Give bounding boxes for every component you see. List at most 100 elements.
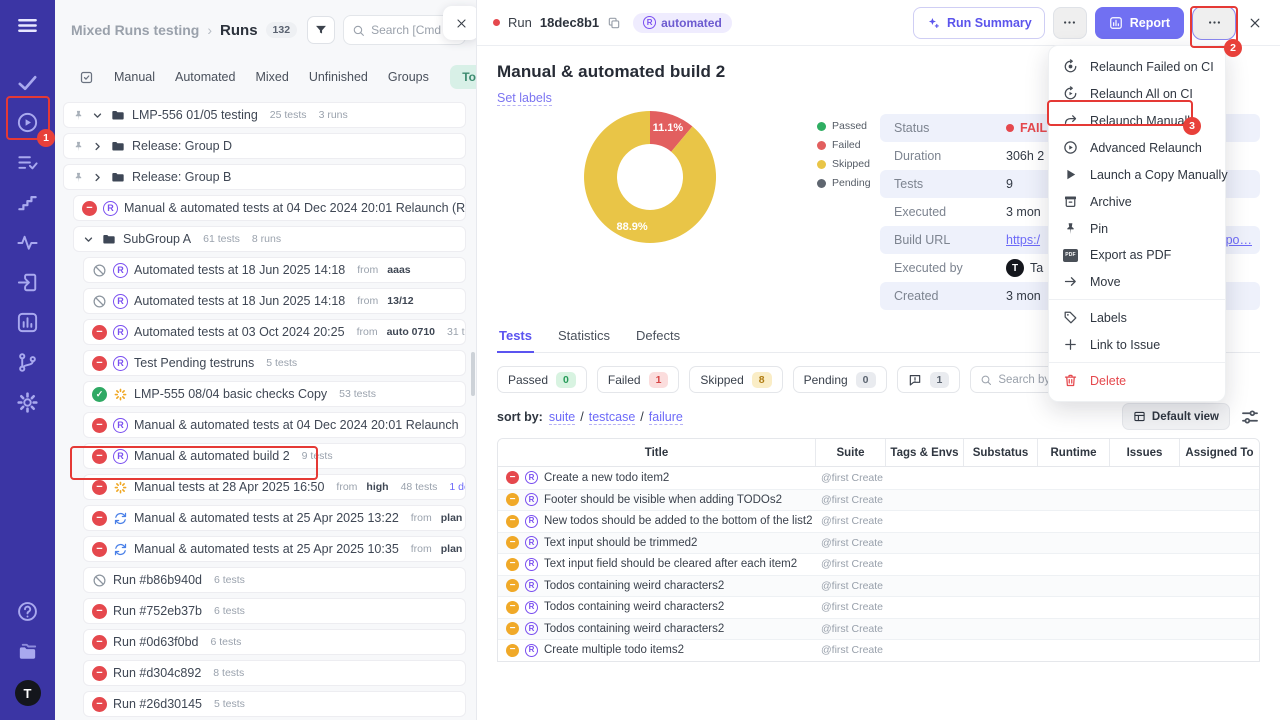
sort-link-suite[interactable]: suite bbox=[549, 410, 575, 425]
comments-filter-chip[interactable]: 1 bbox=[897, 366, 961, 393]
filter-chip-today-partial[interactable]: To bbox=[450, 65, 477, 89]
column-header-tags-envs[interactable]: Tags & Envs bbox=[885, 439, 963, 466]
filter-chip-skipped[interactable]: Skipped8 bbox=[689, 366, 782, 393]
run-row[interactable]: −Run #752eb37b6 tests bbox=[83, 598, 466, 624]
run-row[interactable]: −RTest Pending testruns5 tests bbox=[83, 350, 466, 376]
menu-item-pin[interactable]: Pin bbox=[1049, 215, 1225, 242]
run-group-row[interactable]: LMP-556 01/05 testing25 tests3 runs bbox=[63, 102, 466, 128]
defects-link[interactable]: 1 defects bbox=[449, 481, 466, 493]
table-row[interactable]: −RTodos containing weird characters2@fir… bbox=[498, 575, 1259, 597]
menu-item-advanced-relaunch[interactable]: Advanced Relaunch bbox=[1049, 134, 1225, 161]
failed-status-icon: − bbox=[82, 201, 97, 216]
run-more-actions-button[interactable] bbox=[1192, 6, 1236, 40]
column-header-runtime[interactable]: Runtime bbox=[1037, 439, 1109, 466]
menu-item-labels[interactable]: Labels bbox=[1049, 304, 1225, 331]
table-row[interactable]: −RText input should be trimmed2@first Cr… bbox=[498, 532, 1259, 554]
close-run-button[interactable] bbox=[1244, 12, 1266, 34]
menu-item-archive[interactable]: Archive bbox=[1049, 188, 1225, 215]
sidebar-menu-icon[interactable] bbox=[16, 14, 39, 37]
table-row[interactable]: −RCreate multiple todo items2@first Crea… bbox=[498, 639, 1259, 661]
filter-chip-pending[interactable]: Pending0 bbox=[793, 366, 887, 393]
sidebar-help-icon[interactable] bbox=[16, 600, 39, 623]
run-row[interactable]: RAutomated tests at 18 Jun 2025 14:18fro… bbox=[83, 257, 466, 283]
menu-item-relaunch-manually[interactable]: Relaunch Manually bbox=[1049, 107, 1225, 134]
column-header-substatus[interactable]: Substatus bbox=[963, 439, 1037, 466]
sidebar-stairs-icon[interactable] bbox=[16, 191, 39, 214]
run-group-row[interactable]: SubGroup A61 tests8 runs bbox=[73, 226, 466, 252]
tab-defects[interactable]: Defects bbox=[634, 328, 682, 352]
runs-filter-tab-automated[interactable]: Automated bbox=[175, 70, 235, 84]
run-summary-more-button[interactable] bbox=[1053, 7, 1087, 39]
run-row[interactable]: −Manual & automated tests at 25 Apr 2025… bbox=[83, 505, 466, 531]
runs-filter-tab-groups[interactable]: Groups bbox=[388, 70, 429, 84]
run-summary-button[interactable]: Run Summary bbox=[913, 7, 1045, 39]
run-row[interactable]: −Run #d304c8928 tests bbox=[83, 660, 466, 686]
table-row[interactable]: −RCreate a new todo item2@first Create .… bbox=[498, 467, 1259, 489]
build-url-link-end[interactable]: po… bbox=[1226, 233, 1252, 247]
table-row[interactable]: −RTodos containing weird characters2@fir… bbox=[498, 618, 1259, 640]
filter-button[interactable] bbox=[307, 16, 335, 44]
table-row[interactable]: −RText input field should be cleared aft… bbox=[498, 553, 1259, 575]
run-row[interactable]: −Run #0d63f0bd6 tests bbox=[83, 629, 466, 655]
column-header-title[interactable]: Title bbox=[498, 439, 815, 466]
run-row[interactable]: Run #b86b940d6 tests bbox=[83, 567, 466, 593]
copy-icon[interactable] bbox=[607, 16, 621, 30]
filter-chip-passed[interactable]: Passed0 bbox=[497, 366, 587, 393]
table-row[interactable]: −RNew todos should be added to the botto… bbox=[498, 510, 1259, 532]
close-runs-panel-button[interactable] bbox=[443, 6, 477, 40]
menu-item-link-to-issue[interactable]: Link to Issue bbox=[1049, 331, 1225, 358]
run-row[interactable]: RAutomated tests at 18 Jun 2025 14:18fro… bbox=[83, 288, 466, 314]
sidebar-pulse-icon[interactable] bbox=[16, 231, 39, 254]
failed-status-icon: − bbox=[92, 511, 107, 526]
tab-statistics[interactable]: Statistics bbox=[556, 328, 612, 352]
sidebar-folders-icon[interactable] bbox=[16, 640, 39, 663]
view-settings-icon[interactable] bbox=[1240, 407, 1260, 427]
scrollbar-thumb[interactable] bbox=[471, 352, 475, 396]
sidebar-gear-icon[interactable] bbox=[16, 391, 39, 414]
default-view-button[interactable]: Default view bbox=[1122, 403, 1230, 430]
run-row[interactable]: −RAutomated tests at 03 Oct 2024 20:25fr… bbox=[83, 319, 466, 345]
sort-link-failure[interactable]: failure bbox=[649, 410, 683, 425]
select-all-icon[interactable] bbox=[79, 70, 94, 85]
menu-item-export-as-pdf[interactable]: PDFExport as PDF bbox=[1049, 242, 1225, 268]
run-row[interactable]: −RManual & automated tests at 04 Dec 202… bbox=[73, 195, 466, 221]
runs-filter-tab-mixed[interactable]: Mixed bbox=[255, 70, 288, 84]
run-row[interactable]: ✓LMP-555 08/04 basic checks Copy53 tests bbox=[83, 381, 466, 407]
build-url-link[interactable]: https:/ bbox=[1006, 233, 1040, 247]
breadcrumb-section[interactable]: Runs bbox=[220, 22, 258, 39]
report-button[interactable]: Report bbox=[1095, 7, 1184, 39]
menu-divider bbox=[1049, 299, 1225, 300]
run-row[interactable]: −RManual & automated tests at 04 Dec 202… bbox=[83, 412, 466, 438]
breadcrumb-project[interactable]: Mixed Runs testing bbox=[71, 22, 199, 38]
sidebar-bar-chart-icon[interactable] bbox=[16, 311, 39, 334]
menu-item-relaunch-all-on-ci[interactable]: Relaunch All on CI bbox=[1049, 80, 1225, 107]
run-group-row[interactable]: Release: Group B bbox=[63, 164, 466, 190]
set-labels-link[interactable]: Set labels bbox=[497, 91, 552, 106]
runs-filter-tab-unfinished[interactable]: Unfinished bbox=[309, 70, 368, 84]
menu-item-relaunch-failed-on-ci[interactable]: Relaunch Failed on CI bbox=[1049, 53, 1225, 80]
sidebar-play-circle-icon[interactable] bbox=[16, 111, 39, 134]
column-header-suite[interactable]: Suite bbox=[815, 439, 885, 466]
skipped-status-icon: − bbox=[506, 558, 519, 571]
column-header-issues[interactable]: Issues bbox=[1109, 439, 1179, 466]
sidebar-user-avatar[interactable]: T bbox=[15, 680, 41, 706]
run-row[interactable]: −RManual & automated build 29 tests bbox=[83, 443, 466, 469]
run-group-row[interactable]: Release: Group D bbox=[63, 133, 466, 159]
sort-link-testcase[interactable]: testcase bbox=[589, 410, 636, 425]
sidebar-branch-icon[interactable] bbox=[16, 351, 39, 374]
menu-item-move[interactable]: Move bbox=[1049, 268, 1225, 295]
sidebar-login-icon[interactable] bbox=[16, 271, 39, 294]
menu-item-launch-a-copy-manually[interactable]: Launch a Copy Manually bbox=[1049, 161, 1225, 188]
sidebar-check-icon[interactable] bbox=[16, 71, 39, 94]
sidebar-list-check-icon[interactable] bbox=[16, 151, 39, 174]
run-row[interactable]: −Manual & automated tests at 25 Apr 2025… bbox=[83, 536, 466, 562]
table-row[interactable]: −RTodos containing weird characters2@fir… bbox=[498, 596, 1259, 618]
column-header-assigned-to[interactable]: Assigned To bbox=[1179, 439, 1259, 466]
run-row[interactable]: −Run #26d301455 tests bbox=[83, 691, 466, 717]
menu-item-delete[interactable]: Delete bbox=[1049, 367, 1225, 394]
run-row[interactable]: −Manual tests at 28 Apr 2025 16:50fromhi… bbox=[83, 474, 466, 500]
runs-filter-tab-manual[interactable]: Manual bbox=[114, 70, 155, 84]
table-row[interactable]: −RFooter should be visible when adding T… bbox=[498, 489, 1259, 511]
filter-chip-failed[interactable]: Failed1 bbox=[597, 366, 680, 393]
tab-tests[interactable]: Tests bbox=[497, 328, 534, 353]
